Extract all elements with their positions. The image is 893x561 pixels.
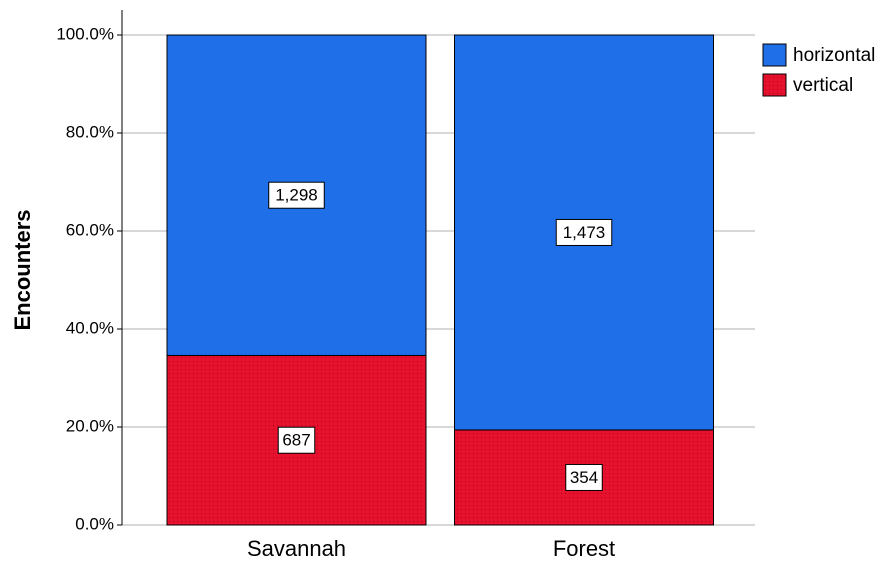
data-label: 1,298 [275, 186, 318, 205]
data-label-box [565, 463, 603, 491]
x-tick-label: Savannah [247, 536, 346, 561]
y-tick-label: 40.0% [66, 318, 114, 337]
legend-label: horizontal [793, 45, 875, 66]
y-tick-label: 20.0% [66, 416, 114, 435]
legend-swatch [762, 43, 787, 67]
y-tick-label: 100.0% [56, 24, 114, 43]
y-tick-label: 0.0% [75, 514, 114, 533]
y-axis-label: Encounters [10, 209, 35, 330]
data-label-box [277, 426, 316, 454]
data-label-box [555, 218, 613, 246]
data-label: 1,473 [563, 223, 606, 242]
legend-texture [763, 74, 786, 96]
x-tick-label: Forest [553, 536, 615, 561]
data-label-box [268, 181, 325, 209]
legend-label: vertical [793, 75, 853, 96]
data-label: 354 [570, 468, 598, 487]
y-tick-label: 60.0% [66, 220, 114, 239]
data-label: 687 [282, 431, 310, 450]
y-tick-label: 80.0% [66, 122, 114, 141]
